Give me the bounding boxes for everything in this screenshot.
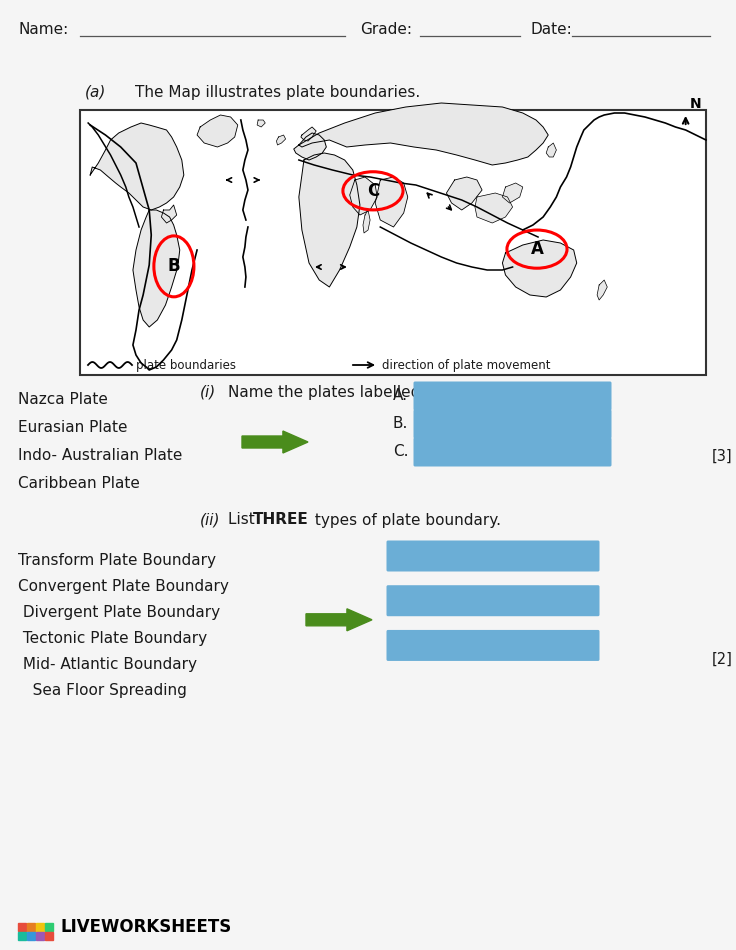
- Bar: [36, 932, 44, 940]
- Polygon shape: [242, 431, 308, 453]
- FancyBboxPatch shape: [414, 382, 612, 410]
- Text: Grade:: Grade:: [360, 23, 412, 37]
- Polygon shape: [91, 123, 184, 210]
- Bar: [18, 932, 26, 940]
- Text: Name:: Name:: [18, 23, 68, 37]
- Polygon shape: [306, 609, 372, 631]
- Text: Tectonic Plate Boundary: Tectonic Plate Boundary: [18, 631, 207, 645]
- Text: (ii): (ii): [200, 512, 221, 527]
- Text: LIVEWORKSHEETS: LIVEWORKSHEETS: [60, 918, 231, 936]
- Polygon shape: [363, 210, 370, 233]
- Bar: [36, 923, 44, 931]
- Polygon shape: [546, 143, 556, 157]
- Polygon shape: [375, 177, 408, 227]
- Text: [2]: [2]: [712, 652, 733, 666]
- Text: Date:: Date:: [530, 23, 572, 37]
- Polygon shape: [597, 280, 607, 300]
- Polygon shape: [301, 127, 316, 141]
- Text: B.: B.: [393, 416, 408, 431]
- Text: Transform Plate Boundary: Transform Plate Boundary: [18, 553, 216, 567]
- Polygon shape: [350, 177, 378, 215]
- Bar: [80, 110, 706, 375]
- FancyBboxPatch shape: [386, 585, 600, 617]
- Text: Sea Floor Spreading: Sea Floor Spreading: [18, 682, 187, 697]
- Text: Name the plates labelled: A.: Name the plates labelled: A.: [228, 385, 445, 400]
- Polygon shape: [277, 135, 286, 145]
- Text: C.: C.: [393, 445, 408, 460]
- Polygon shape: [503, 183, 523, 203]
- Text: Mid- Atlantic Boundary: Mid- Atlantic Boundary: [18, 656, 197, 672]
- Text: C: C: [367, 181, 379, 200]
- Bar: [27, 923, 35, 931]
- Polygon shape: [161, 205, 177, 223]
- FancyBboxPatch shape: [386, 541, 600, 572]
- Text: types of plate boundary.: types of plate boundary.: [310, 512, 501, 527]
- Bar: [45, 932, 53, 940]
- Text: Divergent Plate Boundary: Divergent Plate Boundary: [18, 604, 220, 619]
- Text: THREE: THREE: [253, 512, 308, 527]
- Text: Convergent Plate Boundary: Convergent Plate Boundary: [18, 579, 229, 594]
- Polygon shape: [299, 103, 548, 165]
- Polygon shape: [257, 120, 265, 127]
- Text: List: List: [228, 512, 260, 527]
- Bar: [45, 923, 53, 931]
- Text: [3]: [3]: [712, 448, 732, 464]
- Text: plate boundaries: plate boundaries: [136, 358, 236, 371]
- Polygon shape: [197, 115, 238, 147]
- Text: (i): (i): [200, 385, 216, 400]
- Text: A: A: [531, 240, 543, 258]
- Polygon shape: [475, 193, 512, 223]
- Bar: [27, 932, 35, 940]
- FancyBboxPatch shape: [414, 438, 612, 466]
- Text: direction of plate movement: direction of plate movement: [382, 358, 551, 371]
- Text: Caribbean Plate: Caribbean Plate: [18, 477, 140, 491]
- FancyBboxPatch shape: [414, 409, 612, 439]
- Polygon shape: [447, 177, 482, 210]
- Text: Nazca Plate: Nazca Plate: [18, 392, 108, 408]
- FancyBboxPatch shape: [386, 630, 600, 661]
- Polygon shape: [503, 240, 577, 297]
- Polygon shape: [294, 133, 326, 160]
- Text: (a): (a): [85, 85, 107, 100]
- Text: Indo- Australian Plate: Indo- Australian Plate: [18, 448, 183, 464]
- Text: The Map illustrates plate boundaries.: The Map illustrates plate boundaries.: [135, 85, 420, 100]
- Polygon shape: [299, 153, 360, 287]
- Text: N: N: [690, 97, 701, 111]
- Polygon shape: [133, 210, 180, 327]
- Text: Eurasian Plate: Eurasian Plate: [18, 421, 127, 435]
- Bar: [18, 923, 26, 931]
- Text: A.: A.: [393, 389, 408, 404]
- Text: B: B: [168, 257, 180, 276]
